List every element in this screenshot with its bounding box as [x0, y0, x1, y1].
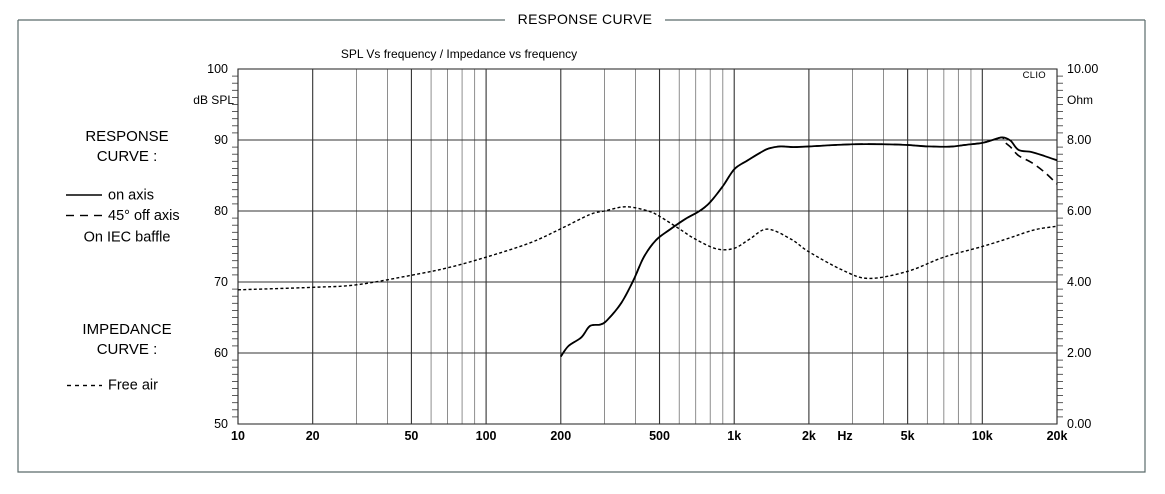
svg-text:20: 20: [306, 429, 320, 443]
svg-text:500: 500: [649, 429, 670, 443]
svg-text:10k: 10k: [972, 429, 993, 443]
svg-text:20k: 20k: [1047, 429, 1068, 443]
svg-text:6.00: 6.00: [1067, 204, 1091, 218]
svg-text:IMPEDANCE: IMPEDANCE: [82, 321, 171, 338]
svg-text:100: 100: [476, 429, 497, 443]
svg-text:45° off axis: 45° off axis: [108, 208, 180, 224]
svg-text:Hz: Hz: [837, 429, 852, 443]
svg-text:Free air: Free air: [108, 378, 158, 394]
svg-text:70: 70: [214, 275, 228, 289]
svg-text:SPL Vs frequency / Impedance v: SPL Vs frequency / Impedance vs frequenc…: [341, 47, 577, 61]
svg-text:RESPONSE: RESPONSE: [85, 128, 168, 145]
svg-text:100: 100: [207, 62, 228, 76]
svg-text:200: 200: [550, 429, 571, 443]
svg-text:5k: 5k: [901, 429, 915, 443]
svg-text:2k: 2k: [802, 429, 816, 443]
svg-text:0.00: 0.00: [1067, 417, 1091, 431]
svg-text:2.00: 2.00: [1067, 346, 1091, 360]
svg-text:10.00: 10.00: [1067, 62, 1098, 76]
svg-text:80: 80: [214, 204, 228, 218]
svg-text:10: 10: [231, 429, 245, 443]
svg-text:on axis: on axis: [108, 188, 154, 204]
svg-text:CURVE :: CURVE :: [97, 148, 158, 165]
svg-text:CLIO: CLIO: [1023, 70, 1046, 81]
svg-text:60: 60: [214, 346, 228, 360]
svg-text:50: 50: [404, 429, 418, 443]
svg-text:CURVE :: CURVE :: [97, 341, 158, 358]
svg-text:RESPONSE CURVE: RESPONSE CURVE: [518, 11, 653, 27]
svg-text:Ohm: Ohm: [1067, 93, 1093, 107]
svg-text:On IEC baffle: On IEC baffle: [84, 230, 171, 246]
svg-text:dB SPL: dB SPL: [193, 93, 234, 107]
svg-text:4.00: 4.00: [1067, 275, 1091, 289]
svg-text:8.00: 8.00: [1067, 133, 1091, 147]
svg-text:1k: 1k: [727, 429, 741, 443]
svg-text:90: 90: [214, 133, 228, 147]
svg-text:50: 50: [214, 417, 228, 431]
